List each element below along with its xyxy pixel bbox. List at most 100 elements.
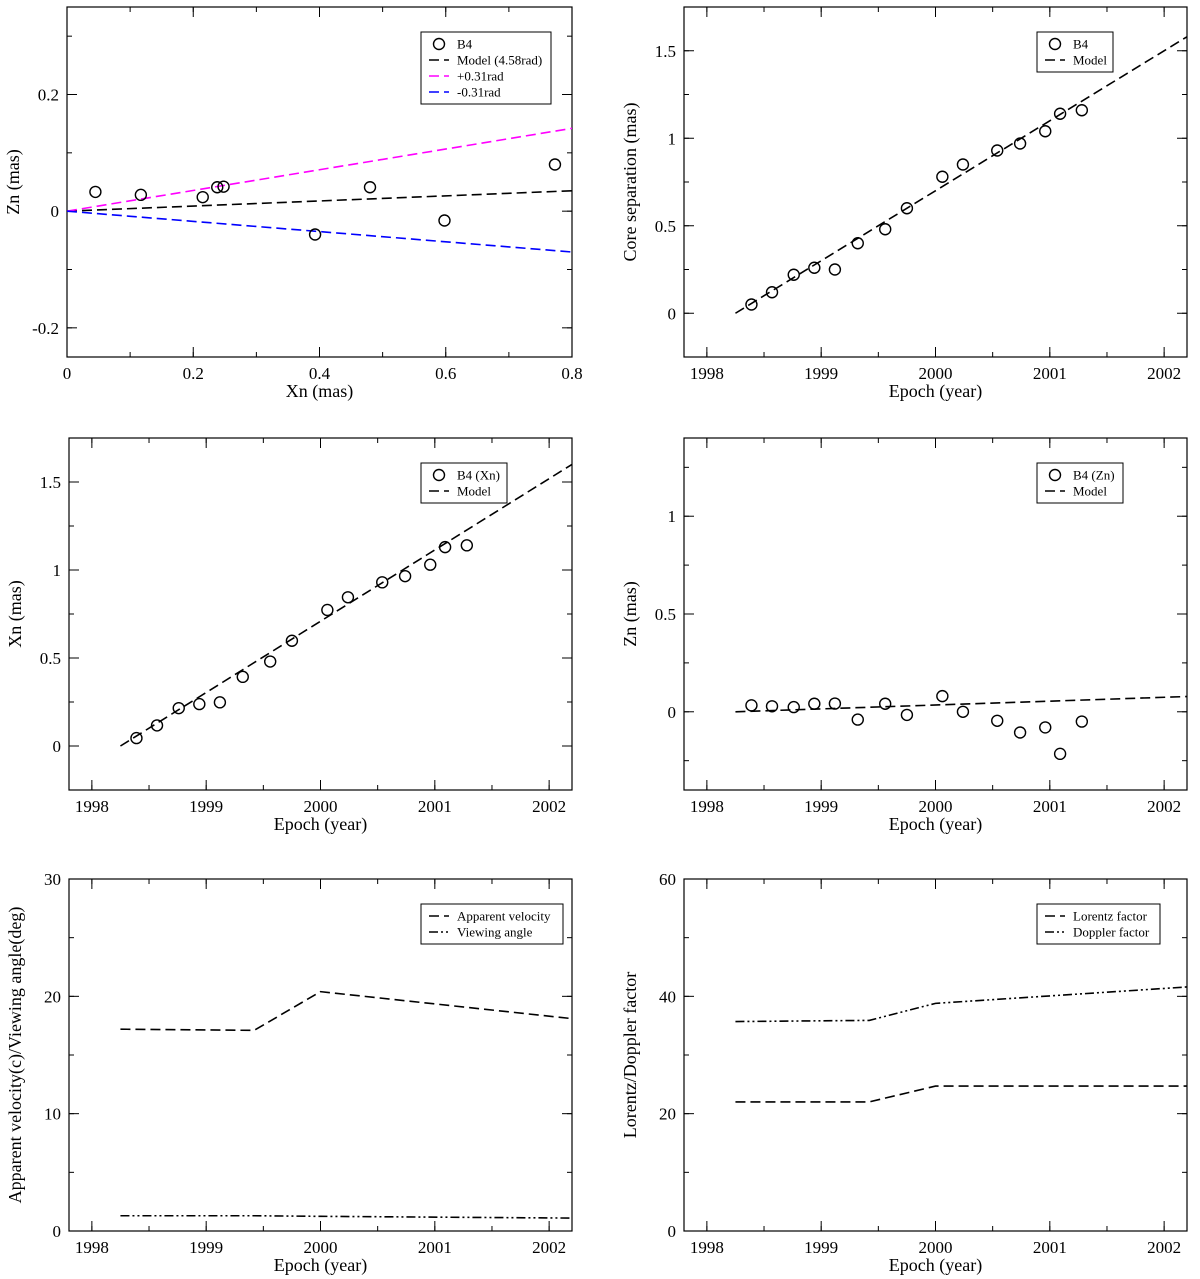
data-point (134, 188, 148, 202)
data-point (264, 655, 277, 668)
x-tick-label: 2001 (1033, 364, 1067, 383)
series-line (67, 127, 572, 212)
y-tick-label: 0.5 (40, 649, 61, 668)
data-point (1075, 715, 1089, 728)
x-tick-label: 0.2 (183, 364, 204, 383)
x-tick-label: 1998 (75, 1238, 109, 1257)
data-point (130, 731, 143, 745)
legend-label: Viewing angle (457, 925, 533, 940)
legend-label: B4 (1073, 37, 1089, 52)
legend-label: Lorentz factor (1073, 909, 1148, 924)
data-layer (735, 36, 1187, 314)
data-point (376, 576, 389, 589)
data-point (765, 700, 779, 713)
x-tick-label: 1998 (690, 797, 724, 816)
x-tick-label: 2001 (418, 797, 452, 816)
x-tick-label: 2002 (532, 1238, 566, 1257)
data-point (193, 697, 206, 711)
series-line (735, 986, 1187, 1023)
y-tick-label: 30 (44, 870, 61, 889)
x-axis-title: Epoch (year) (274, 814, 367, 835)
x-tick-label: 1999 (189, 797, 223, 816)
legend-marker (432, 37, 446, 51)
x-axis-title: Epoch (year) (889, 814, 982, 835)
legend-box (1036, 31, 1114, 73)
data-point (172, 701, 185, 715)
data-point (745, 699, 758, 712)
data-point (211, 181, 224, 194)
data-point (1013, 137, 1027, 150)
series-line (120, 1214, 572, 1219)
x-tick-label: 2002 (1147, 1238, 1181, 1257)
x-tick-label: 2002 (532, 797, 566, 816)
series-line (67, 210, 572, 253)
y-axis-title: Apparent velocity(c)/Viewing angle(deg) (5, 907, 26, 1204)
x-tick-label: 2000 (304, 797, 338, 816)
series-line (735, 36, 1187, 314)
data-point (765, 286, 779, 299)
legend-marker (1048, 37, 1062, 51)
data-point (150, 719, 164, 732)
data-point (879, 223, 892, 236)
chart-panel-p6: 1998 1999 2000 2001 2002 0 20 40 60 Epoch (year) L… (620, 870, 1188, 1276)
chart-panel-p2: 1998 1999 2000 2001 2002 0 0.5 1 1.5 Epoch (year)… (620, 6, 1188, 402)
y-tick-label: 0.5 (655, 605, 676, 624)
x-tick-label: 2000 (919, 1238, 953, 1257)
data-point (1039, 721, 1052, 734)
data-point (196, 190, 209, 204)
legend-label: B4 (Zn) (1073, 468, 1115, 483)
y-tick-label: 20 (44, 987, 61, 1006)
y-tick-label: 1 (668, 507, 677, 526)
y-tick-label: 10 (44, 1105, 61, 1124)
data-point (900, 202, 914, 215)
y-tick-label: 1 (53, 561, 62, 580)
legend: B4 (Zn)Model (1036, 462, 1124, 504)
series-line (735, 1085, 1187, 1103)
legend-label: Model (1073, 53, 1107, 68)
data-layer (120, 463, 572, 747)
series-line (120, 990, 572, 1032)
chart-panel-p5: 1998 1999 2000 2001 2002 0 10 20 30 Epoch (year) A… (5, 870, 573, 1276)
data-point (308, 228, 322, 241)
data-point (956, 705, 970, 718)
data-point (851, 713, 864, 726)
legend-box (1036, 462, 1124, 504)
y-axis-title: Zn (mas) (3, 149, 24, 214)
x-tick-label: 0.4 (309, 364, 331, 383)
legend-box (420, 462, 508, 504)
data-point (787, 700, 800, 714)
x-tick-label: 1999 (804, 1238, 838, 1257)
x-tick-label: 2000 (919, 797, 953, 816)
legend-box (1036, 903, 1161, 945)
y-tick-label: 0 (668, 703, 677, 722)
data-point (438, 214, 451, 227)
y-tick-label: -0.2 (32, 319, 59, 338)
y-tick-label: 0 (668, 304, 677, 323)
chart-panel-p4: 1998 1999 2000 2001 2002 0 0.5 1 Epoch (year) Zn … (620, 437, 1188, 835)
legend-marker (432, 468, 446, 482)
chart-panel-p3: 1998 1999 2000 2001 2002 0 0.5 1 1.5 Epoch (year)… (5, 437, 573, 835)
legend-box (420, 903, 564, 945)
data-point (1053, 107, 1067, 120)
x-tick-label: 2002 (1147, 797, 1181, 816)
x-tick-label: 2000 (304, 1238, 338, 1257)
x-tick-label: 1998 (690, 364, 724, 383)
y-tick-label: 0 (53, 1222, 62, 1241)
data-point (956, 158, 970, 171)
x-axis-title: Epoch (year) (274, 1255, 367, 1276)
data-point (217, 180, 230, 193)
legend-label: -0.31rad (457, 85, 501, 100)
data-point (936, 689, 949, 703)
y-tick-label: 20 (659, 1105, 676, 1124)
data-point (936, 170, 949, 183)
data-point (1053, 747, 1067, 761)
x-tick-label: 2002 (1147, 364, 1181, 383)
data-point (808, 261, 821, 274)
y-tick-label: 0 (53, 737, 62, 756)
legend-label: +0.31rad (457, 69, 504, 84)
data-point (460, 539, 474, 552)
data-point (991, 144, 1004, 157)
data-layer (67, 127, 572, 253)
